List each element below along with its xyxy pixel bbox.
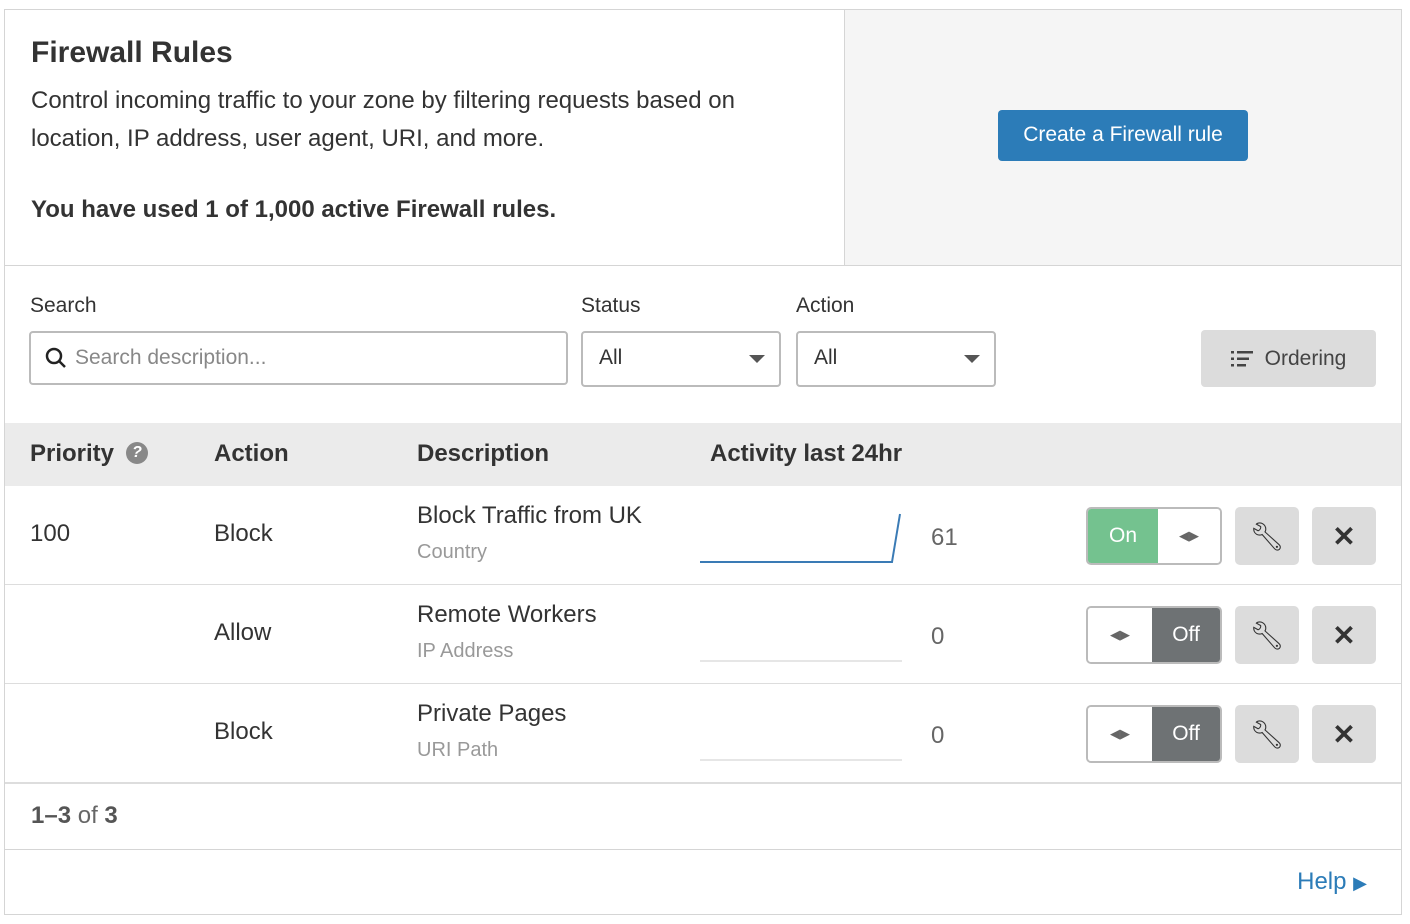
help-link[interactable]: Help ▶ [1297,868,1367,896]
search-icon [45,347,66,368]
rule-type: IP Address [417,640,514,662]
close-icon: ✕ [1332,520,1356,552]
activity-count: 0 [931,722,945,749]
toggle-label: On [1088,509,1158,563]
header-description: Description [417,440,550,467]
activity-sparkline [700,513,901,563]
rule-toggle[interactable]: ◀▶ Off [1086,606,1222,664]
delete-button[interactable]: ✕ [1312,606,1376,664]
pagination-of: of [77,802,98,829]
table-row: 100 Block Block Traffic from UK Country … [5,486,1401,585]
rule-name[interactable]: Block Traffic from UK [417,502,642,529]
wrench-icon: 🔧︎ [1249,619,1285,651]
search-label: Search [30,294,97,317]
firewall-rules-card: Firewall Rules Control incoming traffic … [4,9,1402,915]
toggle-label: Off [1152,707,1220,761]
activity-sparkline [700,759,902,761]
rule-action: Block [214,718,273,745]
action-select[interactable]: All [796,331,996,387]
edit-button[interactable]: 🔧︎ [1235,606,1299,664]
chevron-down-icon [749,355,765,363]
chevron-down-icon [964,355,980,363]
delete-button[interactable]: ✕ [1312,507,1376,565]
activity-count: 61 [931,524,958,551]
search-input[interactable]: Search description... [29,331,568,385]
table-row: Block Private Pages URI Path 0 ◀▶ Off 🔧︎ … [5,684,1401,783]
ordering-label: Ordering [1264,346,1347,370]
header-priority: Priority [30,440,115,467]
pagination: 1–3 of 3 [5,783,1401,850]
rule-name[interactable]: Private Pages [417,700,567,727]
toggle-label: Off [1152,608,1220,662]
ordering-button[interactable]: Ordering [1201,330,1376,387]
rule-type: Country [417,541,488,563]
search-placeholder: Search description... [75,346,267,369]
usage-text: You have used 1 of 1,000 active Firewall… [31,196,557,223]
header-activity: Activity last 24hr [710,440,903,467]
list-icon [1230,350,1253,366]
edit-button[interactable]: 🔧︎ [1235,705,1299,763]
rule-toggle[interactable]: ◀▶ Off [1086,705,1222,763]
wrench-icon: 🔧︎ [1249,718,1285,750]
action-label: Action [796,294,855,317]
page-title: Firewall Rules [31,36,233,69]
pagination-total: 3 [104,802,118,829]
drag-handle-icon: ◀▶ [1158,509,1220,563]
action-value: All [814,346,838,369]
close-icon: ✕ [1332,619,1356,651]
drag-handle-icon: ◀▶ [1088,707,1152,761]
page-description: Control incoming traffic to your zone by… [31,87,735,152]
delete-button[interactable]: ✕ [1312,705,1376,763]
status-label: Status [581,294,641,317]
help-label: Help [1297,868,1347,895]
table-row: Allow Remote Workers IP Address 0 ◀▶ Off … [5,585,1401,684]
rule-name[interactable]: Remote Workers [417,601,597,628]
table-header: Priority? Action Description Activity la… [5,423,1401,486]
rule-priority: 100 [30,520,71,547]
close-icon: ✕ [1332,718,1356,750]
rule-action: Allow [214,619,272,646]
caret-right-icon: ▶ [1353,873,1367,893]
activity-count: 0 [931,623,945,650]
rule-toggle[interactable]: On ◀▶ [1086,507,1222,565]
status-value: All [599,346,623,369]
rule-type: URI Path [417,739,499,761]
wrench-icon: 🔧︎ [1249,520,1285,552]
drag-handle-icon: ◀▶ [1088,608,1152,662]
edit-button[interactable]: 🔧︎ [1235,507,1299,565]
help-icon[interactable]: ? [126,442,149,464]
activity-sparkline [700,660,902,662]
header-action: Action [214,440,289,467]
rule-action: Block [214,520,273,547]
status-select[interactable]: All [581,331,781,387]
pagination-range: 1–3 [31,802,72,829]
create-rule-button[interactable]: Create a Firewall rule [998,109,1248,161]
